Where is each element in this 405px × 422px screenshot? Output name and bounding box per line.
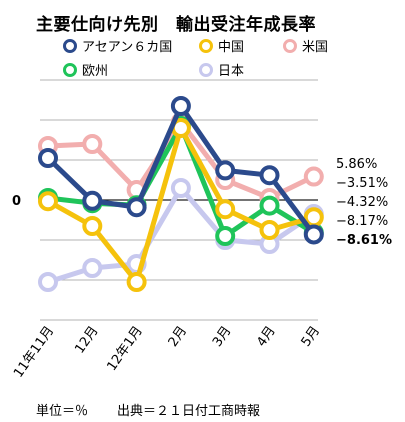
data-point (215, 160, 236, 181)
data-point (215, 199, 236, 220)
x-tick-label: 3月 (210, 324, 234, 350)
x-tick-label: 5月 (299, 324, 323, 350)
data-point (38, 191, 58, 212)
data-point (38, 148, 58, 168)
data-point (259, 195, 280, 216)
unit-note: 単位＝％ (36, 404, 89, 419)
y-zero-label: 0 (12, 194, 21, 209)
x-tick-label: 4月 (254, 324, 278, 350)
legend-label: 欧州 (82, 64, 108, 79)
data-point (82, 134, 103, 154)
x-tick-label: 12月 (72, 324, 101, 357)
source-note: 出典＝２１日付工商時報 (117, 404, 261, 419)
legend-marker (283, 39, 297, 53)
end-value-label: −3.51% (336, 176, 388, 191)
x-tick-label: 12年1月 (104, 324, 145, 374)
data-point (82, 258, 103, 278)
data-point (170, 178, 191, 198)
end-value-label: −8.61% (336, 233, 392, 248)
data-point (82, 190, 103, 211)
chart-title: 主要仕向け先別 輸出受注年成長率 (36, 15, 316, 35)
data-point (170, 96, 191, 116)
legend-label: 日本 (218, 64, 244, 79)
legend-marker (199, 39, 213, 53)
x-tick-label: 2月 (166, 324, 190, 350)
legend-label: 中国 (218, 40, 244, 55)
legend-label: アセアン６カ国 (82, 40, 172, 55)
legend-marker (199, 63, 213, 77)
data-point (215, 226, 236, 246)
legend-label: 米国 (302, 40, 328, 55)
data-point (259, 165, 280, 186)
data-point (303, 224, 324, 245)
end-value-label: −4.32% (336, 195, 388, 210)
data-point (126, 197, 147, 218)
legend-marker (63, 39, 77, 53)
data-point (303, 166, 324, 187)
x-tick-label: 11年11月 (11, 324, 57, 381)
data-point (126, 272, 147, 292)
end-value-label: 5.86% (336, 157, 377, 172)
data-point (38, 272, 58, 292)
legend-marker (63, 63, 77, 77)
data-point (82, 216, 103, 236)
data-point (259, 220, 280, 240)
end-value-label: −8.17% (336, 214, 388, 229)
